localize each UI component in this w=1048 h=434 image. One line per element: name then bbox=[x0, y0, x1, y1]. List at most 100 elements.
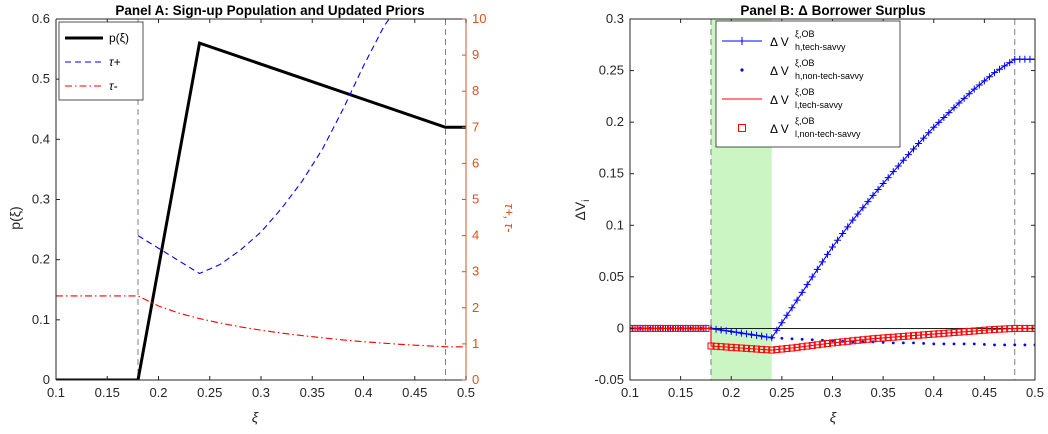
panel-b-square-marker bbox=[940, 329, 948, 337]
panel-b-dot-marker bbox=[891, 341, 895, 345]
panel-b-square-marker bbox=[788, 344, 796, 352]
panel-b-square-marker bbox=[965, 327, 973, 335]
panel-b-ytick-label-5: 0.2 bbox=[606, 114, 624, 129]
panel-b-plus-marker bbox=[763, 333, 771, 341]
panel-b-square-marker bbox=[808, 341, 816, 349]
panel-b-plus-marker bbox=[839, 230, 847, 238]
panel-b-legend-label-3: Δ V bbox=[770, 122, 789, 136]
panel-b-ytick-label-1: 0 bbox=[617, 320, 624, 335]
panel-b-square-marker bbox=[955, 328, 963, 336]
panel-b-plus-marker bbox=[732, 328, 740, 336]
panel-b-dot-marker bbox=[1013, 343, 1017, 347]
panel-b-square-marker bbox=[712, 342, 720, 350]
panel-b-square-marker bbox=[945, 329, 953, 337]
panel-a-ytick-label-6: 0.6 bbox=[32, 11, 50, 26]
panel-b-dot-marker bbox=[810, 338, 814, 342]
panel-b-legend-sub-0: h,tech-savvy bbox=[795, 42, 846, 52]
panel-a-series-2 bbox=[56, 295, 466, 348]
panel-a-ytick-right-label-10: 10 bbox=[472, 11, 486, 26]
panel-b-square-marker bbox=[641, 324, 649, 332]
panel-b-plus-marker bbox=[712, 325, 720, 333]
panel-b-ytick-label-3: 0.1 bbox=[606, 217, 624, 232]
panel-b-dot-marker bbox=[952, 342, 956, 346]
panel-a-xtick-label-2: 0.2 bbox=[149, 385, 167, 400]
panel-b-square-marker bbox=[894, 333, 902, 341]
panel-a-xtick-label-0: 0.1 bbox=[47, 385, 65, 400]
panel-b-square-marker bbox=[646, 324, 654, 332]
panel-b-plus-marker bbox=[930, 123, 938, 131]
panel-b-square-marker bbox=[834, 338, 842, 346]
panel-b-legend-sup-2: ξ,OB bbox=[795, 87, 815, 97]
panel-a: Panel A: Sign-up Population and Updated … bbox=[7, 3, 517, 425]
panel-b-plus-marker bbox=[950, 104, 958, 112]
panel-b-series-3 bbox=[630, 324, 1035, 354]
panel-b-xtick-label-3: 0.25 bbox=[769, 385, 794, 400]
panel-a-ytick-right-label-7: 7 bbox=[472, 119, 479, 134]
panel-b-xtick-label-8: 0.5 bbox=[1026, 385, 1044, 400]
panel-b-dot-marker bbox=[800, 337, 804, 341]
panel-b-square-marker bbox=[854, 336, 862, 344]
panel-b-square-marker bbox=[818, 340, 826, 348]
panel-a-xtick-label-3: 0.25 bbox=[197, 385, 222, 400]
panel-a-ytick-right-label-1: 1 bbox=[472, 336, 479, 351]
panel-b-square-marker bbox=[656, 324, 664, 332]
panel-b-square-marker bbox=[935, 330, 943, 338]
panel-a-ytick-label-0: 0 bbox=[43, 372, 50, 387]
panel-b-square-marker bbox=[677, 324, 685, 332]
panel-b-square-marker bbox=[763, 346, 771, 354]
panel-b-square-marker bbox=[975, 327, 983, 335]
panel-b-plus-marker bbox=[899, 156, 907, 164]
panel-b-ytick-label-2: 0.05 bbox=[599, 269, 624, 284]
panel-b-plus-marker bbox=[722, 327, 730, 335]
panel-b-plus-marker bbox=[889, 168, 897, 176]
panel-b: Panel B: Δ Borrower Surplus 0.1 0.15 0.2 0.… bbox=[572, 3, 1044, 425]
panel-b-plus-marker bbox=[773, 326, 781, 334]
panel-b-ytick-label-7: 0.3 bbox=[606, 11, 624, 26]
panel-b-plus-marker bbox=[874, 185, 882, 193]
panel-b-ylabel-main: ΔV bbox=[572, 201, 588, 220]
panel-b-square-marker bbox=[783, 345, 791, 353]
panel-b-square-marker bbox=[889, 333, 897, 341]
panel-b-dot-marker bbox=[912, 341, 915, 345]
panel-b-square-marker bbox=[879, 334, 887, 342]
panel-b-square-marker bbox=[753, 345, 761, 353]
panel-b-square-marker bbox=[732, 344, 740, 352]
panel-b-plus-marker bbox=[803, 281, 811, 289]
panel-a-ytick-right-label-9: 9 bbox=[472, 47, 479, 62]
panel-b-xtick-label-5: 0.35 bbox=[870, 385, 895, 400]
panel-a-ytick-label-1: 0.1 bbox=[32, 312, 50, 327]
panel-b-square-marker bbox=[672, 324, 680, 332]
panel-b-square-marker bbox=[829, 339, 836, 347]
panel-a-legend-label-0: p(ξ) bbox=[109, 31, 129, 45]
panel-b-plus-marker bbox=[920, 134, 928, 142]
panel-b-square-marker bbox=[737, 344, 745, 352]
panel-b-dot-marker bbox=[993, 343, 996, 347]
panel-b-dot-marker bbox=[760, 334, 764, 338]
panel-b-ytick-label-4: 0.15 bbox=[599, 166, 624, 181]
panel-b-square-marker bbox=[667, 324, 674, 332]
panel-b-plus-marker bbox=[910, 145, 917, 153]
panel-b-square-marker bbox=[697, 324, 705, 332]
panel-b-square-marker bbox=[899, 332, 907, 340]
panel-a-legend-label-2: τ- bbox=[109, 79, 117, 93]
panel-b-plus-marker bbox=[788, 304, 796, 312]
panel-b-dot-marker bbox=[729, 330, 733, 333]
panel-b-plus-marker bbox=[829, 243, 836, 251]
panel-b-legend-label-2: Δ V bbox=[770, 93, 789, 107]
panel-b-square-marker bbox=[758, 345, 766, 353]
panel-b-legend-sup-0: ξ,OB bbox=[795, 29, 815, 39]
panel-b-square-marker bbox=[920, 331, 928, 339]
panel-a-legend: p(ξ) τ+ τ- bbox=[58, 21, 144, 101]
panel-b-square-marker bbox=[859, 336, 867, 344]
panel-b-square-marker bbox=[803, 342, 811, 350]
panel-b-legend-sub-3: l,non-tech-savvy bbox=[795, 129, 861, 139]
panel-b-legend-label-0: Δ V bbox=[770, 35, 789, 49]
panel-b-plus-marker bbox=[808, 273, 816, 281]
panel-b-dot-marker bbox=[982, 343, 986, 346]
panel-b-xtick-label-2: 0.2 bbox=[722, 385, 740, 400]
panel-b-plus-marker bbox=[955, 99, 963, 107]
panel-b-legend-marker-3 bbox=[738, 124, 746, 132]
panel-b-plus-marker bbox=[991, 69, 998, 77]
panel-b-plus-marker bbox=[859, 204, 867, 212]
panel-a-xtick-label-4: 0.3 bbox=[252, 385, 270, 400]
